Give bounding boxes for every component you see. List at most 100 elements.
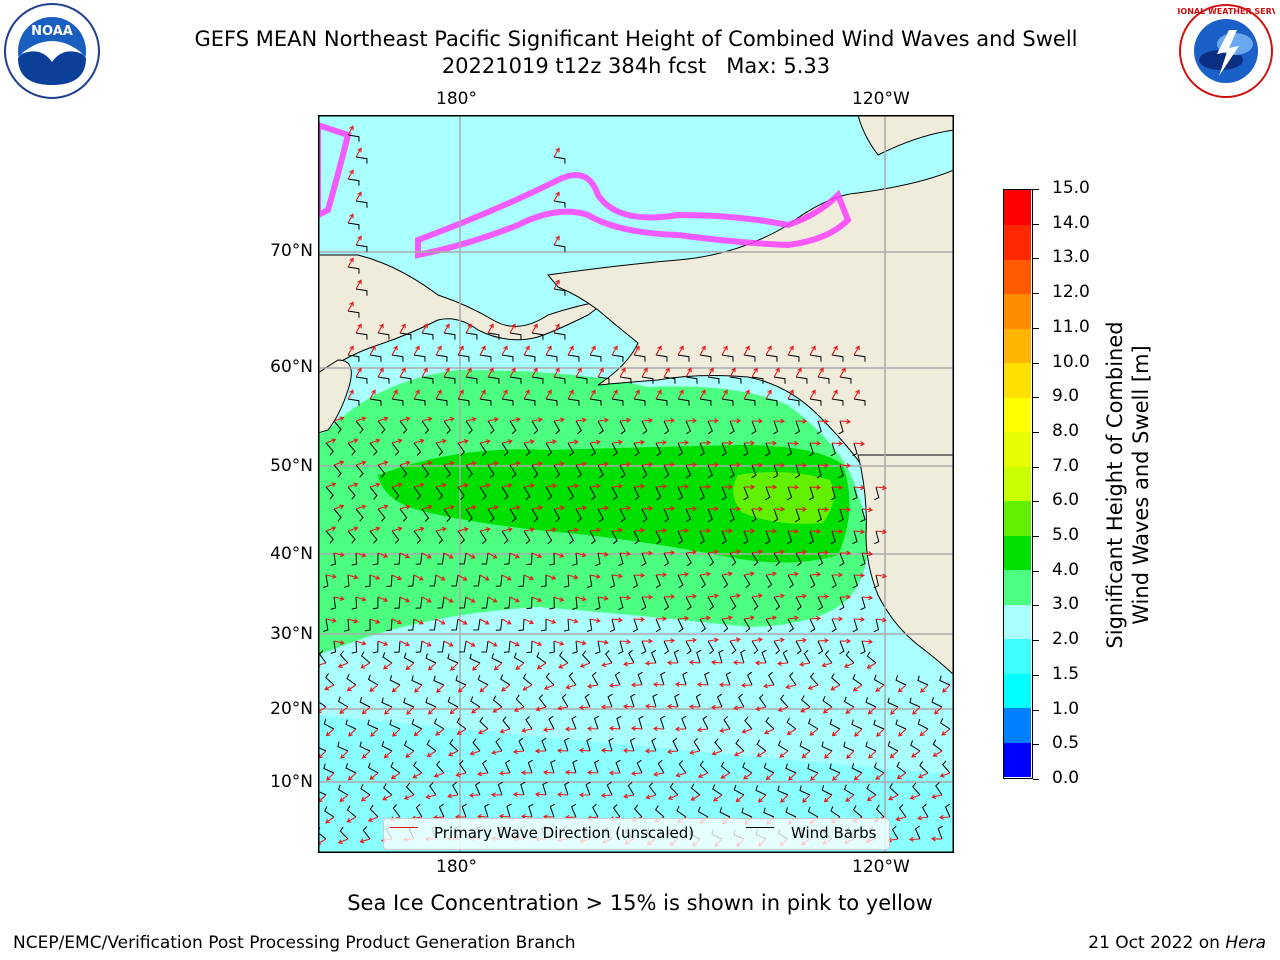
- wind-barb: [755, 785, 767, 796]
- wave-direction-arrow: [369, 574, 381, 580]
- wave-direction-arrow: [663, 638, 676, 644]
- wind-barb: [663, 464, 670, 479]
- wind-barb: [472, 738, 481, 752]
- wave-direction-arrow: [347, 169, 354, 180]
- colorbar-tick-mark: [1033, 293, 1039, 295]
- wave-direction-arrow: [479, 389, 486, 400]
- wind-barb: [575, 420, 582, 435]
- wind-barb: [501, 442, 509, 456]
- wind-barb: [597, 464, 604, 479]
- wind-barb: [611, 486, 618, 501]
- wind-barb: [553, 464, 561, 479]
- wave-direction-arrow: [399, 596, 410, 603]
- wind-barb: [585, 781, 591, 796]
- wave-direction-arrow: [780, 794, 789, 803]
- wind-barb: [465, 332, 478, 340]
- wind-barb: [809, 574, 816, 589]
- wave-direction-arrow: [476, 814, 489, 820]
- wave-direction-arrow: [531, 596, 543, 603]
- wind-barb: [474, 781, 481, 796]
- wave-direction-arrow: [493, 662, 503, 671]
- wave-direction-arrow: [919, 728, 929, 737]
- wind-barb: [318, 746, 327, 752]
- wind-barb: [482, 759, 489, 774]
- wind-barb: [829, 719, 841, 730]
- wave-direction-arrow: [633, 439, 646, 445]
- wind-barb: [794, 508, 801, 523]
- wave-direction-arrow: [597, 417, 609, 423]
- wave-direction-arrow: [377, 504, 389, 510]
- wave-direction-arrow: [843, 662, 855, 669]
- wave-direction-arrow: [413, 728, 423, 737]
- wave-direction-arrow: [435, 345, 442, 356]
- wind-barb: [612, 804, 621, 818]
- wind-barb: [699, 354, 712, 362]
- wave-direction-arrow: [597, 505, 609, 511]
- wave-direction-arrow: [799, 661, 811, 667]
- wind-barb: [495, 574, 503, 587]
- wave-direction-arrow: [501, 483, 513, 489]
- wave-direction-arrow: [347, 772, 357, 781]
- wind-barb: [799, 741, 811, 752]
- wind-barb: [323, 718, 335, 730]
- wave-direction-arrow: [839, 550, 852, 556]
- wind-barb: [435, 354, 448, 362]
- wave-direction-arrow: [677, 484, 690, 490]
- wave-direction-arrow: [589, 617, 601, 623]
- wind-barb: [743, 354, 756, 362]
- wave-direction-arrow: [465, 596, 476, 603]
- wave-direction-arrow: [809, 484, 822, 490]
- wave-direction-arrow: [348, 728, 357, 737]
- wave-direction-arrow: [853, 529, 866, 535]
- wind-barb: [824, 650, 833, 664]
- colorbar-tick-mark: [1033, 189, 1039, 190]
- wind-barb: [553, 244, 566, 252]
- wind-barb: [459, 760, 467, 774]
- wave-direction-arrow: [630, 682, 643, 688]
- wave-direction-arrow: [567, 618, 579, 624]
- wind-barb: [545, 672, 555, 686]
- wave-direction-legend-label: Primary Wave Direction (unscaled): [434, 824, 695, 842]
- wind-barb: [808, 486, 815, 501]
- wind-barb: [808, 530, 815, 545]
- wind-barb: [630, 693, 636, 708]
- wind-barb: [567, 530, 575, 545]
- wave-direction-arrow: [412, 772, 423, 779]
- wave-direction-arrow: [523, 574, 535, 581]
- wind-barb: [347, 266, 360, 274]
- wind-barb: [526, 596, 533, 610]
- wind-barb: [323, 763, 335, 774]
- wind-barb: [721, 398, 734, 406]
- wind-barb: [318, 790, 327, 796]
- wave-direction-arrow: [831, 572, 844, 578]
- wind-barb: [660, 671, 666, 686]
- wind-barb: [803, 649, 811, 664]
- credit-organization: NCEP/EMC/Verification Post Processing Pr…: [13, 933, 576, 953]
- wave-direction-arrow: [765, 484, 778, 490]
- wind-barb: [773, 596, 781, 611]
- wave-direction-arrow: [729, 549, 741, 555]
- wave-direction-arrow: [809, 528, 822, 534]
- wave-direction-arrow: [633, 483, 646, 489]
- wind-barb: [589, 530, 596, 545]
- wind-barb: [787, 354, 800, 362]
- wave-direction-arrow: [677, 615, 690, 621]
- wave-direction-arrow: [800, 706, 811, 713]
- wave-direction-arrow: [501, 527, 513, 533]
- wind-barb: [809, 398, 822, 406]
- wind-barb: [611, 442, 618, 457]
- wind-barb: [337, 696, 349, 708]
- wind-barb: [433, 718, 445, 730]
- wind-barb: [390, 761, 401, 774]
- wind-barb: [452, 781, 459, 796]
- wave-direction-arrow: [355, 504, 367, 510]
- wave-direction-arrow: [450, 662, 459, 671]
- wave-direction-arrow: [852, 684, 863, 692]
- wave-direction-arrow: [347, 213, 354, 224]
- wind-barb: [678, 760, 687, 774]
- wind-barb: [581, 650, 591, 664]
- wave-direction-arrow: [369, 526, 381, 532]
- wave-direction-arrow: [575, 367, 582, 378]
- wind-barb: [699, 486, 705, 501]
- wind-barb: [773, 376, 786, 384]
